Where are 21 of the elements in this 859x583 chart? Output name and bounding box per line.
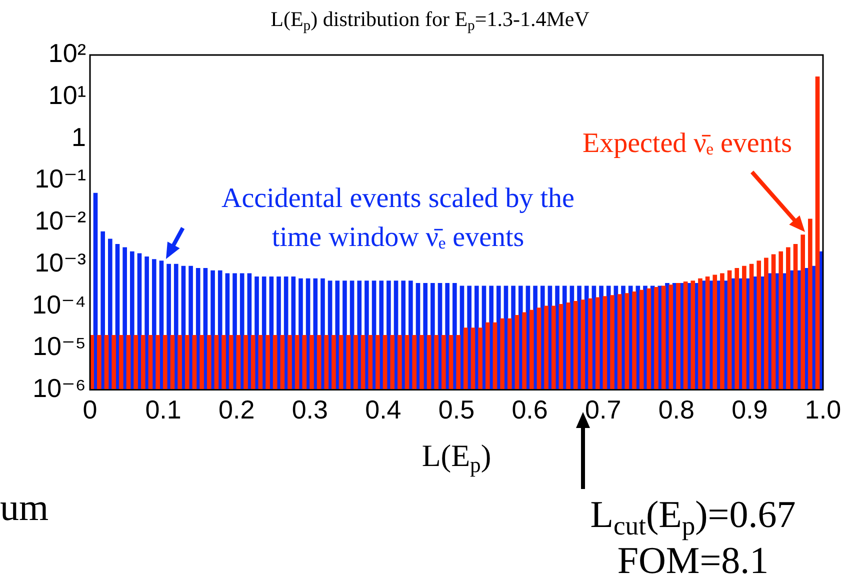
x-tick-label: 0.9 bbox=[732, 394, 768, 425]
y-tick-label: 10⁻³ bbox=[34, 247, 86, 278]
annotation: Expected ν̄ₑ events bbox=[582, 128, 792, 159]
x-tick-label: 0.1 bbox=[145, 394, 182, 425]
y-tick-label: 10⁻² bbox=[34, 206, 86, 236]
x-tick-label: 0.2 bbox=[218, 394, 255, 425]
annotation: Accidental events scaled by the time window ν̄ₑ events bbox=[222, 183, 574, 253]
y-tick-label: 10² bbox=[48, 38, 86, 68]
y-tick-label: 10¹ bbox=[48, 80, 86, 110]
x-tick-label: 1.0 bbox=[804, 394, 842, 425]
x-tick-label: 0.5 bbox=[438, 394, 475, 425]
x-tick-label: 0.7 bbox=[585, 394, 622, 425]
x-tick-label: 0.4 bbox=[365, 394, 402, 425]
y-tick-label: 1 bbox=[72, 122, 86, 152]
text: um bbox=[0, 487, 49, 529]
y-tick-label: 10⁻⁵ bbox=[32, 331, 86, 362]
x-tick-label: 0.6 bbox=[512, 394, 548, 425]
x-tick-label: 0.8 bbox=[658, 394, 694, 425]
y-tick-label: 10⁻⁴ bbox=[32, 289, 86, 320]
y-tick-label: 10⁻¹ bbox=[34, 164, 86, 194]
x-tick-label: 0.3 bbox=[292, 394, 328, 425]
